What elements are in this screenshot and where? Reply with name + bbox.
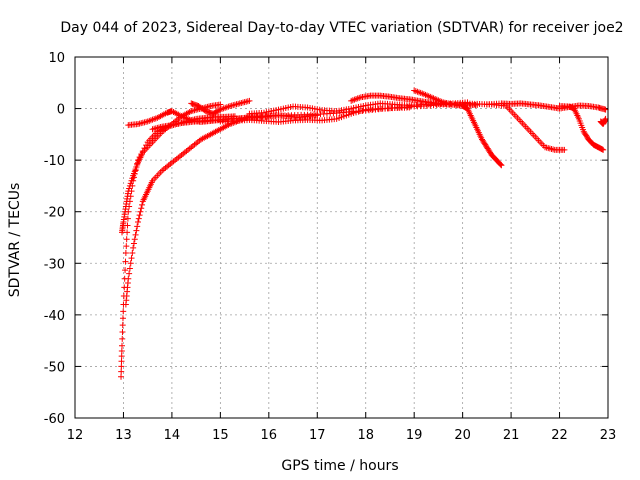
data-point — [128, 177, 135, 184]
data-point — [124, 229, 131, 236]
data-point — [125, 188, 132, 195]
data-point — [129, 175, 136, 182]
x-tick-label: 20 — [454, 428, 471, 443]
x-tick-label: 22 — [551, 428, 568, 443]
data-point — [246, 97, 253, 104]
y-tick-label: 10 — [48, 51, 65, 66]
x-tick-label: 13 — [115, 428, 132, 443]
data-point — [126, 265, 133, 272]
data-points — [118, 87, 609, 380]
data-point — [561, 146, 568, 153]
y-tick-label: -60 — [44, 412, 65, 427]
data-point — [129, 249, 136, 256]
data-point — [126, 185, 133, 192]
data-point — [122, 267, 129, 274]
data-point — [127, 180, 134, 187]
data-point — [128, 255, 135, 262]
series-arc-14 — [556, 102, 607, 153]
x-tick-label: 21 — [503, 428, 520, 443]
x-tick-label: 23 — [600, 428, 617, 443]
data-point — [118, 353, 125, 360]
data-point — [118, 347, 125, 354]
data-point — [132, 231, 139, 238]
x-tick-labels: 12 13 14 15 16 17 18 19 20 21 22 23 — [67, 428, 617, 443]
data-point — [131, 236, 138, 243]
x-tick-label: 18 — [357, 428, 374, 443]
series-arc-10 — [348, 92, 481, 108]
data-point — [130, 240, 137, 247]
data-point — [130, 244, 137, 251]
data-point — [133, 227, 140, 234]
y-tick-label: -30 — [44, 257, 65, 272]
data-point — [126, 270, 133, 277]
data-point — [118, 363, 125, 370]
data-point — [138, 205, 145, 212]
data-point — [124, 215, 131, 222]
data-point — [137, 208, 144, 215]
y-tick-labels: 10 0 -10 -20 -30 -40 -50 -60 — [44, 51, 65, 427]
x-tick-label: 12 — [67, 428, 84, 443]
series-arc-6 — [188, 97, 253, 117]
data-point — [134, 219, 141, 226]
data-point — [126, 182, 133, 189]
data-point — [600, 146, 607, 153]
x-tick-label: 14 — [164, 428, 181, 443]
data-point — [119, 329, 126, 336]
y-axis-label: SDTVAR / TECUs — [7, 183, 23, 298]
data-point — [136, 212, 143, 219]
data-point — [498, 162, 505, 169]
data-point — [118, 373, 125, 380]
data-point — [134, 223, 141, 230]
data-point — [122, 249, 129, 256]
y-tick-label: -50 — [44, 360, 65, 375]
x-tick-label: 17 — [309, 428, 326, 443]
data-point — [119, 342, 126, 349]
chart-title: Day 044 of 2023, Sidereal Day-to-day VTE… — [60, 20, 623, 36]
data-point — [119, 315, 126, 322]
data-point — [118, 358, 125, 365]
data-point — [120, 308, 127, 315]
data-point — [119, 322, 126, 329]
data-point — [216, 107, 223, 114]
data-point — [118, 368, 125, 375]
data-point — [125, 275, 132, 282]
data-point — [122, 258, 129, 265]
series-arc-15 — [597, 115, 609, 128]
y-tick-label: -10 — [44, 154, 65, 169]
data-point — [497, 161, 504, 168]
data-point — [123, 243, 130, 250]
data-point — [217, 101, 224, 108]
y-tick-label: -40 — [44, 309, 65, 324]
x-tick-label: 19 — [406, 428, 423, 443]
y-tick-label: -20 — [44, 206, 65, 221]
data-point — [123, 236, 130, 243]
x-axis-label: GPS time / hours — [281, 458, 398, 474]
plot-frame — [74, 56, 609, 419]
data-point — [119, 335, 126, 342]
x-tick-label: 15 — [212, 428, 229, 443]
series-arc-11 — [411, 87, 505, 169]
data-point — [127, 260, 134, 267]
data-point — [135, 215, 142, 222]
data-point — [139, 201, 146, 208]
x-tick-label: 16 — [261, 428, 278, 443]
y-tick-label: 0 — [57, 103, 65, 118]
